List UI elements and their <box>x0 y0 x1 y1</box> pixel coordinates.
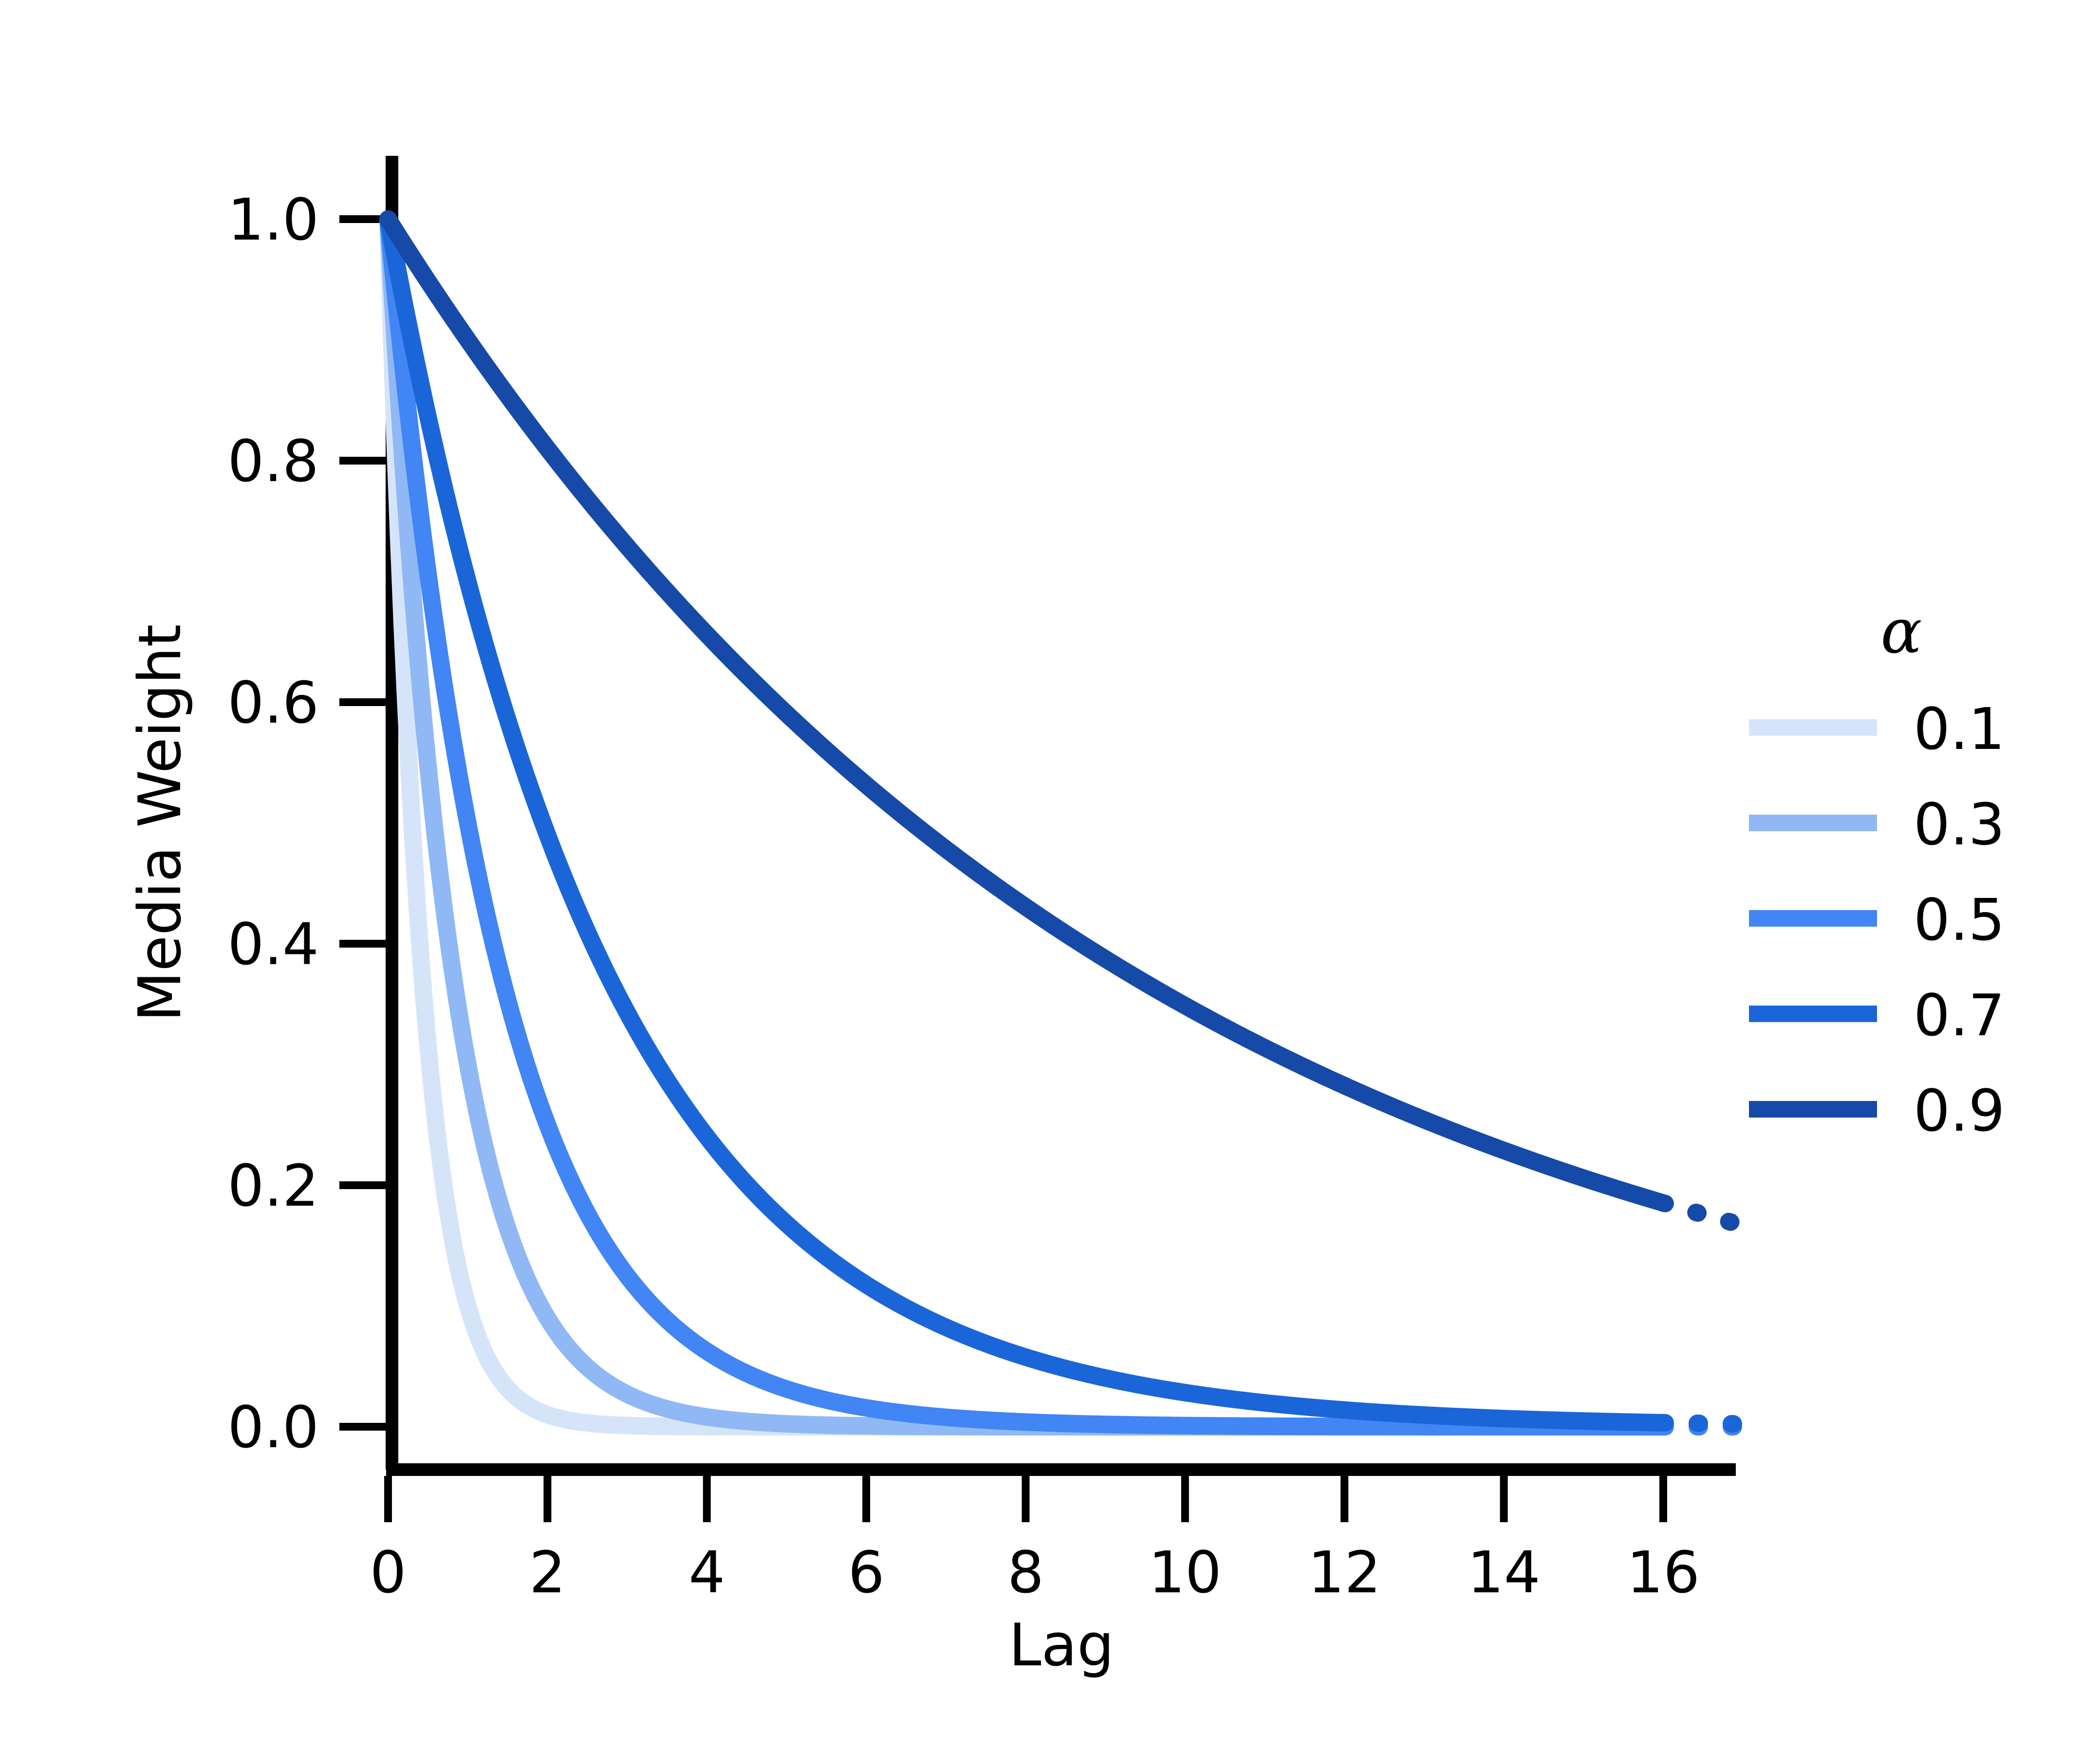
y-tick-label: 0.8 <box>227 428 319 495</box>
legend-items: 0.1 0.3 0.5 0.7 0.9 <box>1749 695 2005 1144</box>
legend-item-label: 0.9 <box>1914 1077 2005 1144</box>
series-line-solid <box>379 210 1672 1212</box>
x-tick-label: 2 <box>529 1539 566 1606</box>
y-tick-label: 1.0 <box>227 186 319 253</box>
legend-title: α <box>1880 596 1922 667</box>
y-tick-label: 0.0 <box>227 1394 319 1461</box>
x-tick-label: 12 <box>1308 1539 1381 1606</box>
legend-item-label: 0.3 <box>1914 791 2005 858</box>
y-tick-label: 0.4 <box>227 911 319 978</box>
y-axis-ticks <box>339 215 386 1431</box>
legend-item-0.1[interactable]: 0.1 <box>1749 695 2005 763</box>
x-tick-label: 6 <box>848 1539 885 1606</box>
series-line-solid <box>379 210 1672 1432</box>
series-line-solid <box>379 210 1672 1436</box>
legend-item-0.7[interactable]: 0.7 <box>1749 982 2005 1049</box>
x-tick-label: 8 <box>1007 1539 1044 1606</box>
x-axis-tick-labels: 0 2 4 6 8 10 12 14 16 <box>370 1539 1700 1606</box>
series-alpha-0.7 <box>379 210 1752 1433</box>
series-alpha-0.5 <box>379 210 1752 1436</box>
legend-item-0.5[interactable]: 0.5 <box>1749 886 2005 953</box>
x-tick-label: 16 <box>1627 1539 1700 1606</box>
series-alpha-0.3 <box>379 210 1752 1436</box>
legend: α 0.1 0.3 0.5 0.7 0.9 <box>1749 596 2005 1144</box>
series-line-dotted-extension <box>1654 1194 1752 1234</box>
axes-spines <box>386 156 1736 1476</box>
legend-item-0.9[interactable]: 0.9 <box>1749 1077 2005 1144</box>
x-axis-ticks <box>384 1476 1667 1522</box>
y-axis-title: Media Weight <box>127 624 194 1022</box>
series-alpha-0.1 <box>379 210 1752 1436</box>
series-alpha-0.9 <box>379 210 1752 1234</box>
legend-item-label: 0.7 <box>1914 982 2005 1049</box>
x-axis-title: Lag <box>1009 1612 1115 1679</box>
x-tick-label: 14 <box>1468 1539 1541 1606</box>
series-line-solid <box>379 210 1672 1436</box>
y-axis-tick-labels: 0.0 0.2 0.4 0.6 0.8 1.0 <box>227 186 319 1461</box>
series-line-solid <box>379 210 1672 1436</box>
series-layer <box>379 210 1752 1436</box>
x-tick-label: 10 <box>1149 1539 1222 1606</box>
legend-item-label: 0.1 <box>1914 695 2005 763</box>
legend-item-label: 0.5 <box>1914 886 2005 953</box>
x-tick-label: 4 <box>688 1539 725 1606</box>
series-line-dotted-extension <box>1654 1414 1752 1433</box>
y-tick-label: 0.6 <box>227 669 319 736</box>
x-tick-label: 0 <box>370 1539 406 1606</box>
y-tick-label: 0.2 <box>227 1152 319 1219</box>
legend-item-0.3[interactable]: 0.3 <box>1749 791 2005 858</box>
